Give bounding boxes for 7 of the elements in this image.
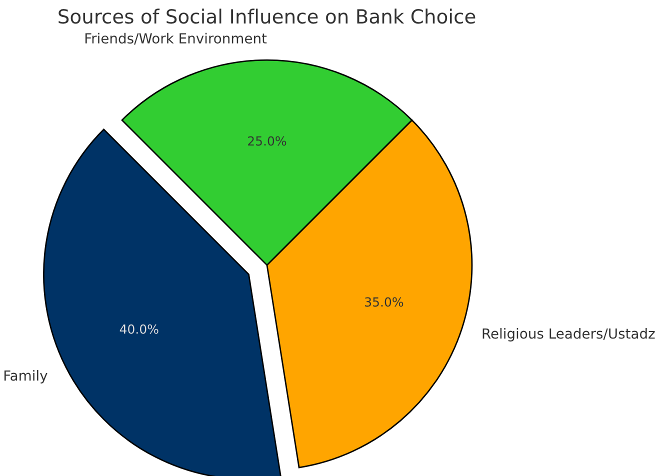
slice-label: Family — [4, 370, 48, 384]
data-label: 40.0% — [120, 324, 158, 334]
data-label: 25.0% — [248, 136, 286, 146]
chart-title: Sources of Social Influence on Bank Choice — [58, 8, 476, 24]
data-label: 35.0% — [365, 297, 404, 307]
slice-label: Friends/Work Environment — [85, 32, 267, 45]
slice-label: Religious Leaders/Ustadz — [482, 328, 655, 342]
